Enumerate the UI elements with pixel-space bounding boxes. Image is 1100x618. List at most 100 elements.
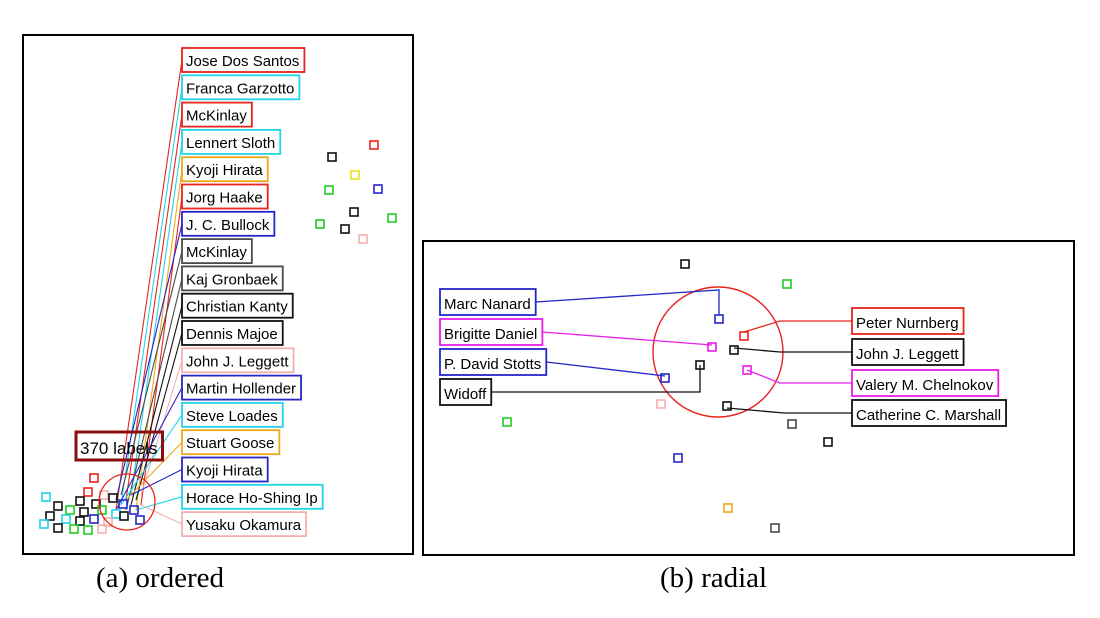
point-marker bbox=[65, 505, 75, 515]
point-marker bbox=[673, 453, 683, 463]
point-marker bbox=[53, 523, 63, 533]
point-marker bbox=[327, 152, 337, 162]
point-marker bbox=[111, 509, 121, 519]
point-marker bbox=[118, 499, 128, 509]
point-marker bbox=[680, 259, 690, 269]
radial-left-label-box bbox=[439, 348, 548, 376]
caption-ordered: (a) ordered bbox=[96, 562, 224, 594]
ordered-label: Jose Dos Santos bbox=[186, 53, 299, 70]
leader-line bbox=[115, 223, 183, 501]
point-marker bbox=[722, 401, 732, 411]
caption-radial: (b) radial bbox=[660, 562, 768, 594]
ordered-label-box bbox=[181, 347, 295, 374]
leader-line bbox=[120, 250, 183, 496]
ordered-label-box bbox=[181, 511, 307, 538]
ordered-label-box bbox=[181, 265, 284, 292]
point-marker bbox=[770, 523, 780, 533]
point-marker bbox=[782, 279, 792, 289]
point-marker bbox=[75, 516, 85, 526]
radial-right-label-box bbox=[851, 399, 1007, 427]
point-marker bbox=[387, 213, 397, 223]
leader-line bbox=[125, 278, 183, 511]
labels: Jose Dos Santos Franca Garzotto McKinlay Le… bbox=[74, 47, 324, 538]
ordered-label: Martin Hollender bbox=[186, 381, 296, 398]
point-marker bbox=[89, 514, 99, 524]
ordered-label: Christian Kanty bbox=[186, 299, 288, 316]
radial-leader-line bbox=[743, 320, 852, 333]
radial-left-label-box bbox=[439, 288, 537, 316]
radial-right-label-box bbox=[851, 338, 965, 366]
point-marker bbox=[324, 185, 334, 195]
ordered-label-box bbox=[181, 101, 253, 128]
radial-points bbox=[502, 259, 833, 533]
ordered-label-box bbox=[181, 483, 324, 510]
ordered-label: Steve Loades bbox=[186, 408, 278, 425]
point-marker bbox=[349, 207, 359, 217]
radial-leader-lines bbox=[491, 286, 852, 418]
radial-leader-line bbox=[746, 369, 852, 384]
ordered-label-box bbox=[181, 183, 269, 210]
cluster-circle bbox=[98, 473, 156, 531]
point-marker bbox=[369, 140, 379, 150]
radial-right-label: Valery M. Chelnokov bbox=[856, 377, 994, 394]
ordered-label: Kyoji Hirata bbox=[186, 162, 263, 179]
point-marker bbox=[742, 365, 752, 375]
leader-line bbox=[115, 387, 183, 511]
point-marker bbox=[787, 419, 797, 429]
leader-line bbox=[125, 441, 183, 501]
point-marker bbox=[707, 342, 717, 352]
count-label: 370 labels bbox=[80, 439, 158, 458]
radial-right-label-box bbox=[851, 369, 1000, 397]
leader-line bbox=[140, 504, 183, 525]
point-marker bbox=[714, 314, 724, 324]
point-marker bbox=[103, 517, 113, 527]
point-marker bbox=[350, 170, 360, 180]
ordered-label: Jorg Haake bbox=[186, 190, 263, 207]
point-marker bbox=[502, 417, 512, 427]
point-marker bbox=[373, 184, 383, 194]
point-marker bbox=[358, 234, 368, 244]
ordered-panel: Jose Dos Santos Franca Garzotto McKinlay Le… bbox=[22, 34, 414, 555]
ordered-label-box bbox=[181, 156, 269, 183]
count-label-box bbox=[74, 430, 165, 462]
radial-leader-line bbox=[546, 361, 666, 377]
radial-leader-line bbox=[491, 365, 701, 393]
ordered-label: Franca Garzotto bbox=[186, 80, 294, 97]
point-marker bbox=[69, 524, 79, 534]
leader-line bbox=[135, 496, 183, 511]
ordered-label-box bbox=[181, 429, 281, 456]
point-marker bbox=[729, 345, 739, 355]
point-marker bbox=[83, 525, 93, 535]
point-marker bbox=[108, 493, 118, 503]
radial-labels: Marc Nanard Brigitte Daniel P. David Stott… bbox=[439, 288, 1007, 427]
ordered-label-box bbox=[181, 238, 253, 265]
radial-left-label-box bbox=[439, 378, 493, 406]
leader-line bbox=[130, 469, 183, 496]
radial-leader-line bbox=[535, 289, 720, 315]
ordered-label: J. C. Bullock bbox=[186, 217, 270, 234]
point-marker bbox=[75, 496, 85, 506]
points bbox=[39, 140, 397, 535]
ordered-label: Stuart Goose bbox=[186, 435, 274, 452]
point-marker bbox=[823, 437, 833, 447]
radial-leader-line bbox=[733, 347, 852, 353]
ordered-label-box bbox=[181, 292, 294, 319]
ordered-label-box bbox=[181, 129, 282, 155]
ordered-label: McKinlay bbox=[186, 244, 247, 261]
point-marker bbox=[340, 224, 350, 234]
point-marker bbox=[79, 507, 89, 517]
ordered-label-box bbox=[181, 374, 302, 401]
radial-leader-line bbox=[542, 331, 713, 346]
point-marker bbox=[53, 501, 63, 511]
point-marker bbox=[119, 511, 129, 521]
ordered-label-box bbox=[181, 320, 284, 346]
ordered-label: Kaj Gronbaek bbox=[186, 271, 278, 288]
radial-diagram: Marc Nanard Brigitte Daniel P. David Stott… bbox=[439, 259, 1007, 533]
point-marker bbox=[315, 219, 325, 229]
leader-line bbox=[140, 360, 183, 496]
point-marker bbox=[89, 473, 99, 483]
ordered-label: Kyoji Hirata bbox=[186, 463, 263, 480]
ordered-label-box bbox=[181, 210, 276, 237]
point-marker bbox=[61, 514, 71, 524]
radial-left-label: Widoff bbox=[444, 386, 487, 403]
